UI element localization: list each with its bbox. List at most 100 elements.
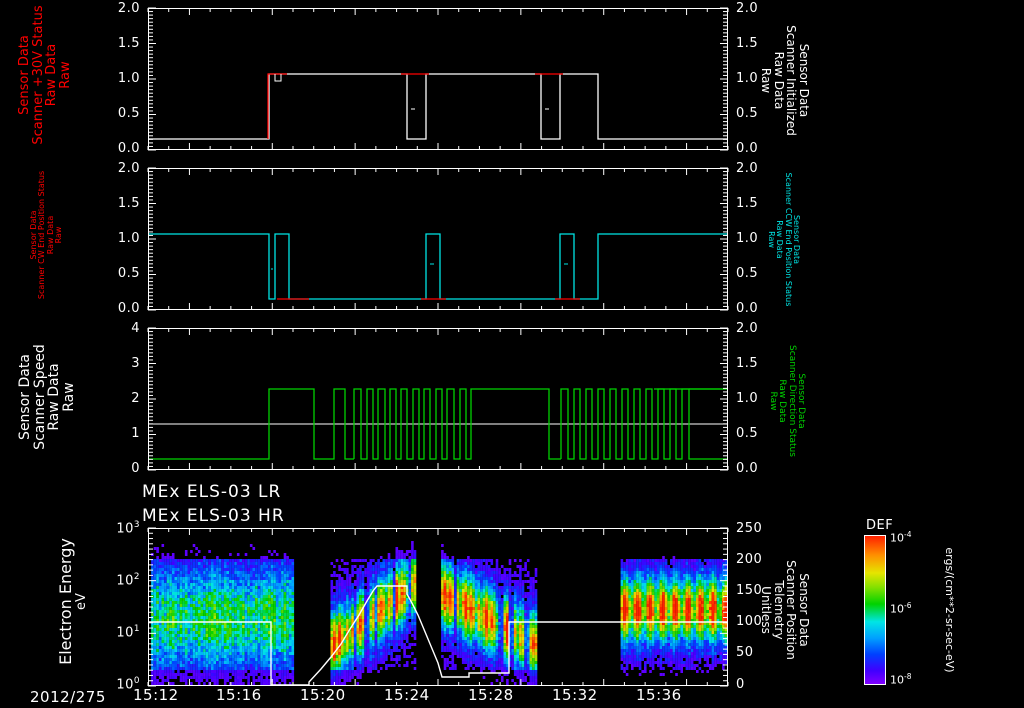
panel2-ytick-2: 1.0 (117, 231, 140, 246)
panel4-ytick-3: 100 (116, 676, 140, 693)
panel2-right-title-line4: Raw (766, 231, 776, 248)
panel1-ytickR-0: 2.0 (736, 1, 759, 16)
panel2-ytick-1: 1.5 (117, 196, 140, 211)
panel1-ytickR-4: 0.0 (736, 141, 759, 156)
panel2-ytick-4: 0.0 (117, 301, 140, 316)
panel1-right-title-line3: Raw Data (771, 51, 786, 110)
panel4-ytickR-2: 150 (736, 583, 763, 598)
spectrogram-canvas (149, 541, 727, 685)
panel2-ytick-0: 2.0 (117, 161, 140, 176)
panel3-left-title-line2: Scanner Speed (31, 344, 48, 450)
xaxis-tick-0: 15:12 (133, 686, 179, 704)
panel2-ytickR-3: 0.5 (736, 266, 759, 281)
panel2-left-axis-title: Sensor Data Scanner CW End Position Stat… (29, 165, 64, 305)
panel4-right-title-line1: Sensor Data (797, 573, 811, 647)
panel4-ytick-1: 102 (116, 572, 140, 589)
panel-cw-end-position-plot (149, 233, 727, 300)
xaxis-tick-3: 15:24 (384, 686, 430, 704)
colorbar-units-label: ergs/(cm**2-sr-sec-eV) (943, 540, 956, 680)
panel1-left-title-line2: Scanner +30V Status (30, 5, 46, 145)
panel1-ytickR-3: 0.5 (736, 106, 759, 121)
panel1-left-axis-title: Sensor Data Scanner +30V Status Raw Data… (17, 0, 73, 150)
panel2-right-title-line2: Scanner CCW End Position Status (783, 172, 793, 307)
panel1-right-axis-title: Sensor Data Scanner Initialized Raw Data… (759, 8, 811, 153)
panel3-ytickR-4: 0.0 (736, 461, 759, 476)
panel4-ytickR-4: 50 (736, 645, 754, 660)
xaxis-tick-2: 15:20 (300, 686, 346, 704)
panel3-right-axis-title: Sensor Data Scanner Direction Status Raw… (767, 332, 806, 470)
panel4-right-title-line4: Unitless (759, 586, 774, 634)
panel4-left-axis-title: Electron Energy eV (56, 519, 89, 684)
panel4-ytickR-1: 200 (736, 552, 763, 567)
panel3-left-title-line3: Raw Data (46, 363, 63, 431)
xaxis-date-label: 2012/275 (30, 688, 106, 706)
panel1-right-title-line1: Sensor Data (797, 43, 811, 118)
panel2-left-title-line4: Raw (54, 226, 64, 244)
panel2-right-title-line1: Sensor Data (792, 214, 801, 265)
panel3-ytickR-1: 1.5 (736, 356, 759, 371)
panel3-right-title-line4: Raw (767, 391, 778, 411)
panel3-right-title-line2: Scanner Direction Status (786, 345, 797, 457)
panel1-right-title-line2: Scanner Initialized (784, 25, 799, 136)
panel3-left-axis-title: Sensor Data Scanner Speed Raw Data Raw (17, 326, 78, 468)
panel3-ytick-1: 3 (131, 356, 140, 371)
panel4-ytickR-0: 250 (736, 521, 763, 536)
xaxis-tick-4: 15:28 (468, 686, 514, 704)
panel1-left-title-line4: Raw (57, 61, 73, 89)
colorbar-tick-1: 10-6 (890, 601, 912, 616)
panel1-ytick-4: 0.0 (117, 141, 140, 156)
panel1-ytickR-1: 1.5 (736, 36, 759, 51)
panel4-ytick-0: 103 (116, 520, 140, 537)
panel3-right-title-line3: Raw Data (777, 379, 788, 423)
panel1-ytick-3: 0.5 (117, 106, 140, 121)
panel4-right-title-line2: Scanner Position (784, 560, 799, 660)
panel3-left-title-line4: Raw (61, 382, 78, 412)
panel4-ytickR-5: 0 (736, 677, 745, 692)
panel3-left-title-line1: Sensor Data (17, 354, 33, 440)
panel1-right-title-line4: Raw (759, 67, 774, 94)
plot-title-lr: MEx ELS-03 LR (142, 482, 282, 502)
panel2-ytickR-4: 0.0 (736, 301, 759, 316)
panel4-left-title-line2: eV (73, 593, 89, 610)
panel2-right-axis-title: Sensor Data Scanner CCW End Position Sta… (766, 172, 801, 307)
panel3-ytickR-3: 0.5 (736, 426, 759, 441)
panel1-ytick-0: 2.0 (117, 1, 140, 16)
panel-scanner-speed-plot (149, 388, 727, 460)
panel-scanner-30v-plot (149, 73, 727, 140)
panel4-left-title-line1: Electron Energy (56, 538, 75, 665)
panel-cw-end-position-frame (148, 168, 728, 310)
panel3-ytick-2: 2 (131, 391, 140, 406)
colorbar-units-text: ergs/(cm**2-sr-sec-eV) (943, 547, 956, 673)
panel2-ytickR-1: 1.5 (736, 196, 759, 211)
panel-scanner-speed-frame (148, 328, 728, 470)
xaxis-tick-6: 15:36 (636, 686, 682, 704)
xaxis-tick-1: 15:16 (216, 686, 262, 704)
panel1-left-title-line1: Sensor Data (17, 35, 32, 115)
panel1-ytick-2: 1.0 (117, 71, 140, 86)
panel-scanner-30v-frame (148, 8, 728, 150)
panel3-ytick-3: 1 (131, 426, 140, 441)
panel4-right-title-line3: Telemetry (771, 580, 786, 640)
panel4-ytick-2: 101 (116, 624, 140, 641)
panel3-ytickR-0: 2.0 (736, 321, 759, 336)
colorbar-tick-0: 10-4 (890, 530, 912, 545)
panel1-ytickR-2: 1.0 (736, 71, 759, 86)
plot-title-hr: MEx ELS-03 HR (142, 506, 285, 526)
panel1-ytick-1: 1.5 (117, 36, 140, 51)
panel4-right-axis-title: Sensor Data Scanner Position Telemetry U… (759, 535, 811, 685)
colorbar-tick-2: 10-8 (890, 672, 912, 687)
panel1-left-title-line3: Raw Data (44, 43, 60, 107)
panel3-right-title-line1: Sensor Data (796, 373, 806, 429)
xaxis-tick-5: 15:32 (552, 686, 598, 704)
panel2-right-title-line3: Raw Data (775, 220, 785, 259)
colorbar-title: DEF (866, 518, 894, 533)
panel2-ytickR-2: 1.0 (736, 231, 759, 246)
colorbar (864, 535, 886, 685)
panel4-ytickR-3: 100 (736, 614, 763, 629)
panel3-ytick-4: 0 (131, 461, 140, 476)
panel3-ytick-0: 4 (131, 321, 140, 336)
panel-electron-spectrogram-frame (148, 528, 728, 686)
panel2-ytickR-0: 2.0 (736, 161, 759, 176)
panel2-ytick-3: 0.5 (117, 266, 140, 281)
